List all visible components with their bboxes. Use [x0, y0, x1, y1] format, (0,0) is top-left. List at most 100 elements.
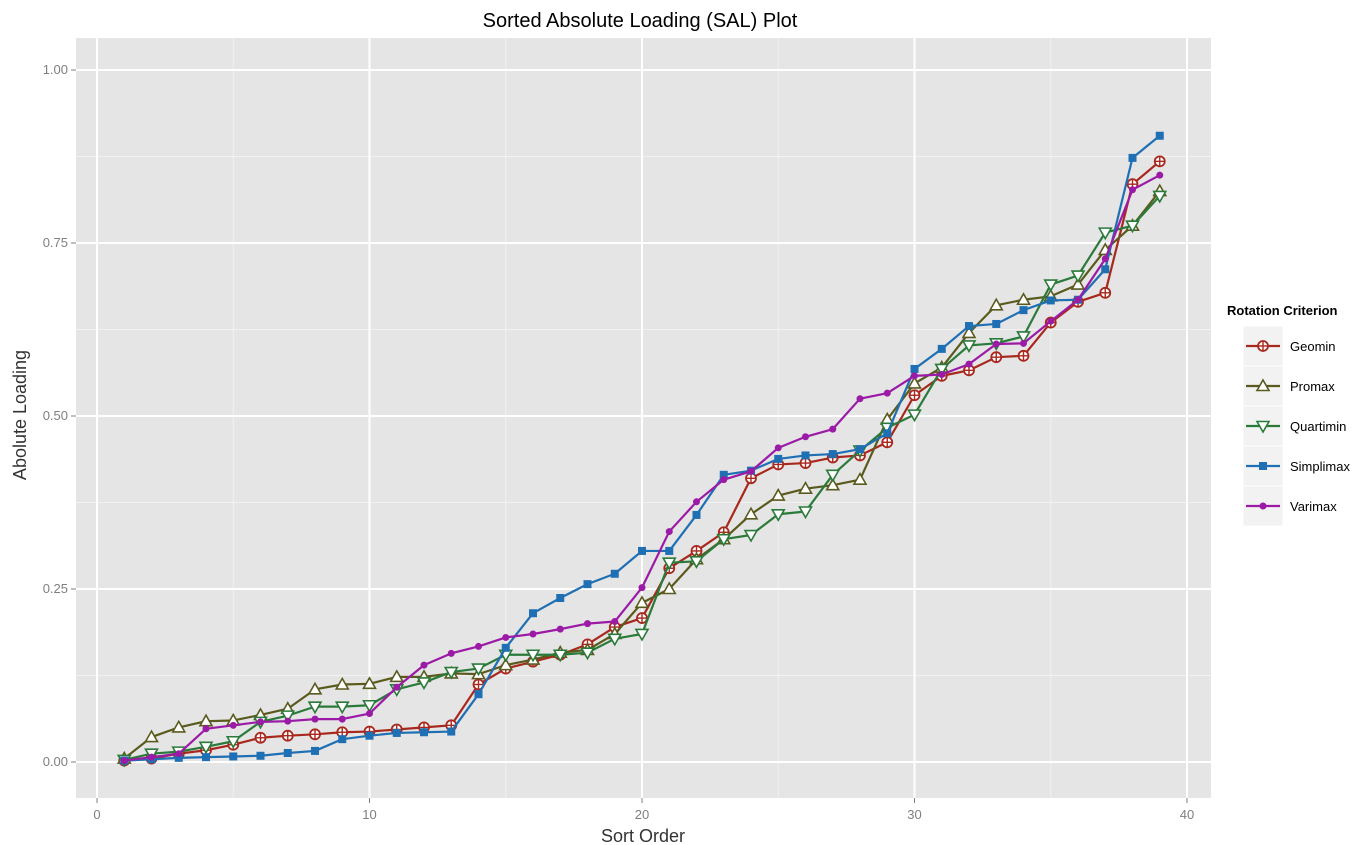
legend-item-simplimax: Simplimax — [1242, 445, 1350, 487]
quartimin-point — [580, 647, 595, 661]
simplimax-point — [992, 319, 1001, 328]
quartimin-point — [798, 506, 813, 520]
quartimin-point — [1152, 190, 1168, 204]
legend-varimax-point — [1259, 502, 1267, 510]
varimax-point — [475, 642, 482, 650]
varimax-point — [529, 630, 537, 638]
varimax-point — [202, 725, 210, 733]
legend: Rotation Criterion Geomin Promax Quartimin… — [1227, 303, 1350, 527]
series-varimax — [120, 171, 1164, 765]
legend-item-promax: Promax — [1242, 365, 1335, 407]
simplimax-point — [1046, 296, 1055, 305]
quartimin-point — [225, 735, 241, 749]
y-tick-label: 0.00 — [43, 754, 68, 769]
varimax-point — [720, 476, 728, 484]
simplimax-point — [828, 450, 837, 459]
varimax-point — [992, 340, 1000, 348]
geomin-point — [472, 678, 485, 691]
varimax-point — [965, 360, 973, 368]
simplimax-point — [556, 593, 565, 602]
simplimax-point — [1101, 265, 1110, 274]
varimax-point — [1129, 186, 1136, 194]
simplimax-point — [256, 751, 265, 760]
x-tick-label: 30 — [907, 807, 921, 822]
simplimax-point — [474, 690, 483, 699]
quartimin-point — [934, 363, 950, 377]
legend-geomin-point — [1257, 340, 1269, 352]
promax-point — [171, 719, 187, 733]
geomin-point — [990, 351, 1003, 364]
legend-item-quartimin: Quartimin — [1242, 405, 1346, 447]
promax-point — [988, 297, 1004, 311]
simplimax-point — [283, 749, 292, 758]
quartimin-point — [961, 340, 977, 354]
geomin-point — [636, 612, 648, 624]
varimax-point — [856, 395, 864, 403]
geomin-point — [281, 729, 294, 742]
simplimax-point — [965, 322, 973, 331]
varimax-point — [175, 750, 183, 758]
quartimin-point — [634, 628, 650, 642]
x-tick-label: 40 — [1180, 807, 1194, 822]
quartimin-point — [307, 701, 323, 715]
simplimax-point — [856, 445, 864, 454]
varimax-point — [638, 584, 646, 592]
varimax-point — [883, 389, 891, 397]
promax-point — [798, 481, 813, 494]
varimax-point — [1156, 171, 1164, 179]
simplimax-point — [174, 753, 183, 762]
simplimax-point — [719, 470, 728, 479]
major-grid — [76, 38, 1211, 798]
varimax-point — [120, 757, 128, 765]
simplimax-point — [529, 609, 537, 618]
x-axis-title: Sort Order — [601, 826, 685, 845]
varimax-point — [366, 710, 373, 718]
varimax-point — [584, 620, 591, 628]
quartimin-point — [1016, 331, 1031, 345]
quartimin-point — [280, 710, 296, 724]
promax-point — [907, 375, 922, 389]
geomin-point — [772, 458, 785, 471]
simplimax-point — [610, 569, 619, 578]
varimax-point — [1101, 255, 1109, 263]
quartimin-point — [825, 469, 841, 483]
quartimin-point — [743, 529, 759, 543]
varimax-point — [774, 444, 782, 452]
simplimax-point — [883, 429, 892, 438]
quartimin-point — [362, 699, 377, 713]
simplimax-point — [801, 451, 810, 460]
legend-title: Rotation Criterion — [1227, 303, 1338, 318]
simplimax-point — [392, 728, 401, 737]
quartimin-point — [525, 649, 541, 663]
simplimax-point — [501, 643, 510, 652]
x-tick-label: 20 — [635, 807, 649, 822]
simplimax-point — [420, 728, 428, 737]
chart-title: Sorted Absolute Loading (SAL) Plot — [483, 10, 798, 32]
y-axis-title: Abolute Loading — [10, 350, 30, 480]
simplimax-point — [937, 344, 946, 353]
promax-point — [389, 669, 405, 683]
plot-panel — [76, 38, 1211, 798]
simplimax-point — [365, 731, 374, 740]
legend-label-geomin: Geomin — [1290, 339, 1336, 354]
series-quartimin — [116, 190, 1168, 768]
varimax-point — [829, 425, 837, 433]
varimax-point — [611, 618, 619, 626]
legend-quartimin-point — [1255, 420, 1271, 434]
simplimax-point — [229, 752, 238, 761]
legend-label-promax: Promax — [1290, 379, 1335, 394]
y-tick-label: 0.50 — [43, 408, 68, 423]
quartimin-point — [552, 649, 568, 663]
promax-point — [852, 472, 868, 485]
promax-point — [961, 325, 977, 339]
quartimin-point — [661, 557, 677, 571]
geomin-point — [309, 728, 321, 741]
legend-simplimax-point — [1259, 462, 1267, 470]
simplimax-point — [774, 454, 783, 463]
varimax-point — [693, 498, 700, 506]
x-tick-label: 10 — [362, 807, 376, 822]
geomin-point — [254, 731, 267, 744]
varimax-point — [556, 625, 564, 633]
simplimax-point — [1019, 306, 1028, 315]
